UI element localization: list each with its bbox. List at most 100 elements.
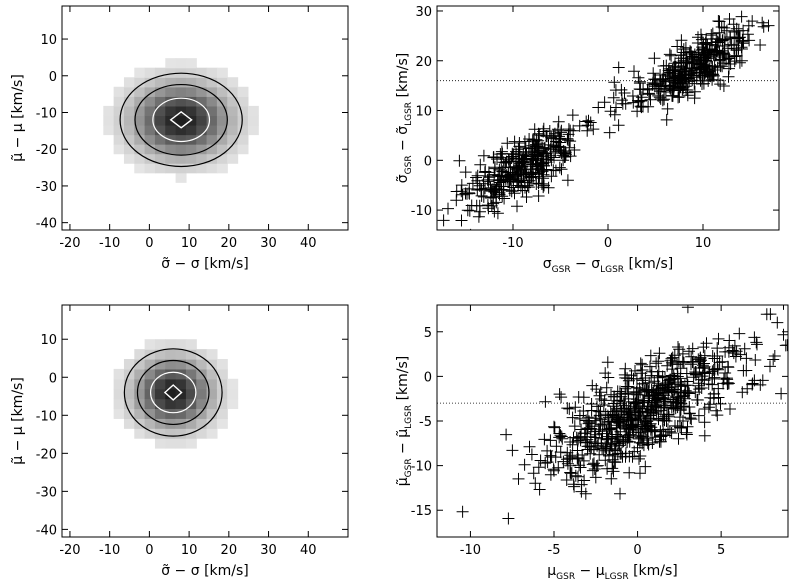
density-cell <box>185 368 197 380</box>
density-cell <box>196 77 208 88</box>
data-point <box>494 148 507 161</box>
data-point <box>610 428 622 441</box>
data-point <box>713 356 726 369</box>
density-cell <box>185 349 197 360</box>
density-cell <box>185 86 197 97</box>
data-point <box>568 420 581 433</box>
x-axis-label-part: − σ [km/s] <box>170 256 249 272</box>
data-point <box>538 179 550 192</box>
data-point <box>559 148 572 161</box>
data-point <box>564 135 577 148</box>
data-point <box>658 93 671 106</box>
data-point <box>466 177 479 190</box>
data-point <box>684 412 697 424</box>
density-cell <box>227 86 239 97</box>
density-cell <box>185 339 197 350</box>
density-cell <box>165 398 177 410</box>
density-cell <box>123 408 135 419</box>
density-cell <box>154 428 166 439</box>
density-cell <box>165 339 177 350</box>
data-point <box>712 74 724 87</box>
data-point <box>736 34 749 47</box>
data-point <box>437 214 450 227</box>
density-cell <box>134 134 146 145</box>
data-point <box>737 364 750 377</box>
density-cell <box>154 349 166 360</box>
data-point <box>557 154 570 167</box>
data-point <box>601 356 614 369</box>
y-tick-label: -10 <box>411 460 432 475</box>
data-point <box>756 374 769 387</box>
density-cell <box>144 67 156 78</box>
data-point <box>526 166 539 179</box>
data-point <box>612 119 625 132</box>
density-cell <box>165 408 177 419</box>
y-axis-label-part: − μ̃ <box>395 429 411 459</box>
data-point <box>571 434 584 447</box>
data-point <box>695 382 708 394</box>
contour-line <box>134 83 228 156</box>
data-point <box>661 102 674 115</box>
data-point <box>712 15 725 27</box>
density-cell <box>185 96 197 107</box>
x-axis-label-part: GSR <box>552 265 571 275</box>
data-point <box>672 432 685 445</box>
data-point <box>475 184 488 197</box>
data-point <box>706 27 719 40</box>
data-point <box>560 474 573 486</box>
density-cell <box>134 408 146 419</box>
x-axis-label-part: − σ [km/s] <box>170 563 249 579</box>
y-tick-label: -40 <box>36 217 57 232</box>
data-point <box>719 33 731 46</box>
data-point <box>497 183 510 196</box>
y-axis-label: σ̃GSR − σ̃LGSR [km/s] <box>395 53 414 183</box>
data-point <box>712 36 725 49</box>
y-tick-label: 10 <box>40 333 57 348</box>
data-point <box>598 418 611 431</box>
x-tick-label: -10 <box>502 236 523 251</box>
data-point <box>605 388 617 401</box>
panel-top-left: -20 -10 0 10 20 30 40 -40 -30 -20 -10 0 10 σ̃ − σ [km… <box>10 5 349 272</box>
density-cell <box>103 105 115 117</box>
y-axis-label-part: μ̃ <box>10 153 26 162</box>
data-point <box>574 461 587 474</box>
data-point <box>532 461 545 474</box>
density-cell <box>216 96 228 107</box>
data-point <box>607 400 620 413</box>
density-cell <box>206 86 218 97</box>
data-point <box>634 450 647 462</box>
data-point <box>692 31 704 44</box>
density-cell <box>123 388 135 400</box>
density-cell <box>144 115 156 126</box>
density-cell <box>227 378 239 390</box>
density-cell <box>134 144 146 155</box>
data-point <box>502 512 515 525</box>
data-point <box>453 154 466 167</box>
data-point <box>740 352 753 365</box>
data-point <box>518 458 531 471</box>
data-point <box>594 405 607 418</box>
data-point <box>719 367 732 379</box>
data-point <box>510 161 523 174</box>
data-point <box>698 416 711 429</box>
data-point <box>621 380 633 393</box>
plot-area <box>437 305 788 525</box>
data-point <box>662 423 674 436</box>
data-point <box>566 411 579 424</box>
data-point <box>692 409 705 422</box>
density-cell <box>206 418 218 429</box>
data-point <box>591 459 604 472</box>
data-point <box>712 363 724 376</box>
data-point <box>622 392 635 405</box>
x-axis-label-part: LGSR <box>605 572 629 582</box>
x-tick-label: 10 <box>181 543 198 558</box>
density-cell <box>113 115 125 126</box>
density-cell <box>175 134 187 145</box>
data-point <box>673 69 686 82</box>
x-axis-label: σGSR − σLGSR [km/s] <box>543 256 673 275</box>
density-cell <box>113 86 125 97</box>
data-point <box>566 109 579 122</box>
y-axis-label-part: μ̃ <box>395 477 411 486</box>
data-point <box>500 428 513 441</box>
data-point <box>603 126 616 139</box>
